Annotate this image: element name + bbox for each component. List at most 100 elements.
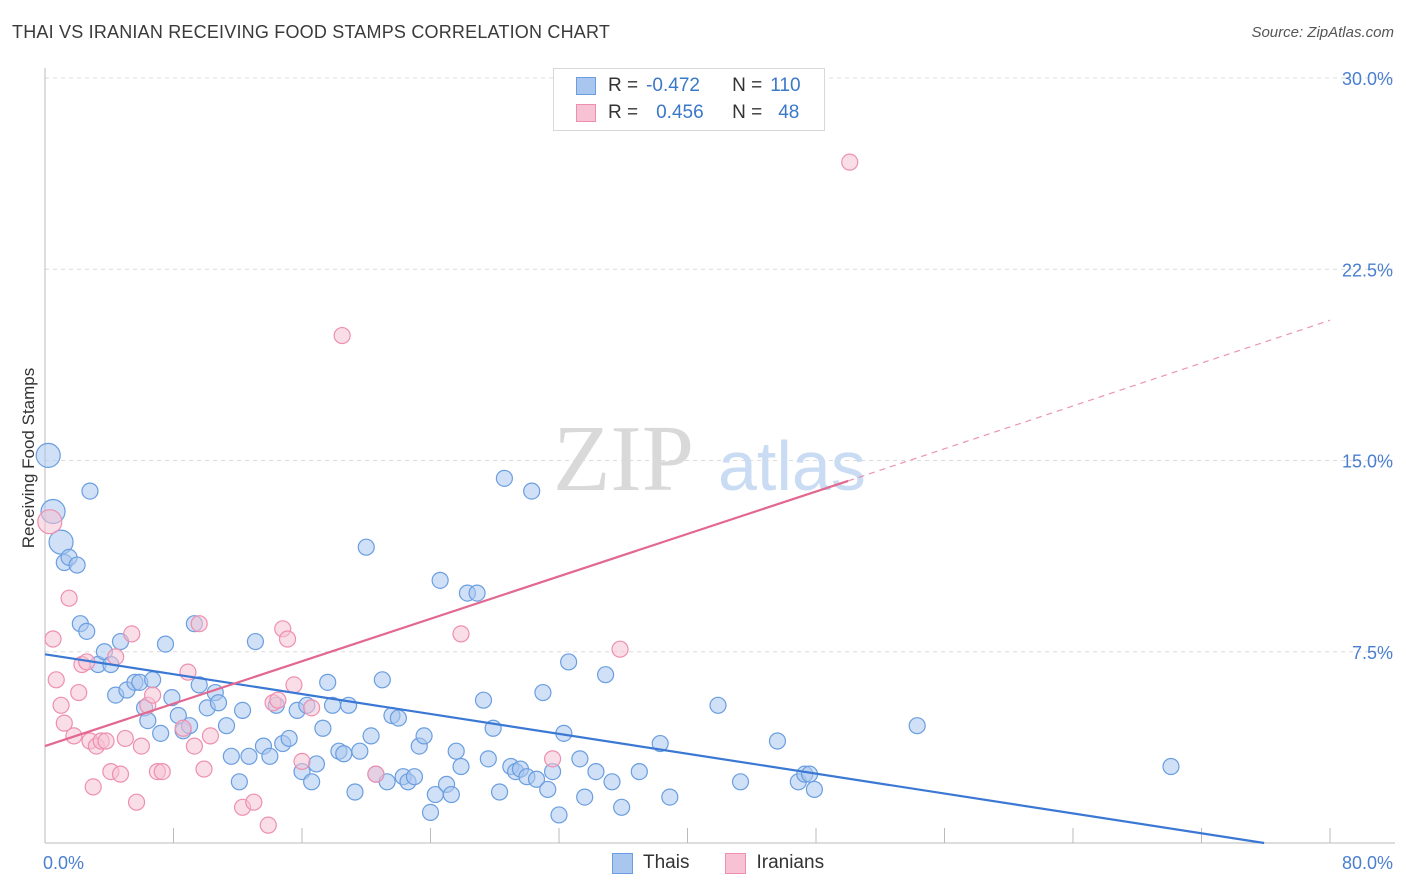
- thai-point: [495, 469, 513, 487]
- thai-point: [314, 719, 332, 737]
- thai-point: [222, 747, 240, 765]
- thai-point: [661, 788, 679, 806]
- thai-point: [613, 798, 631, 816]
- legend-n-label: N =: [732, 75, 763, 96]
- legend-r-label: R =: [608, 102, 639, 123]
- iranian-point: [611, 640, 629, 658]
- thai-point: [351, 742, 369, 760]
- thai-point: [447, 742, 465, 760]
- legend-n-label: N =: [732, 102, 763, 123]
- thai-point: [233, 701, 252, 720]
- legend-r-label: R =: [608, 75, 639, 96]
- y-axis-label: Receiving Food Stamps: [19, 368, 38, 548]
- iranian-point: [52, 696, 70, 714]
- iranian-point: [44, 630, 62, 648]
- thai-point: [452, 757, 470, 776]
- iranian-point: [174, 719, 192, 737]
- thai-point: [81, 482, 99, 500]
- iranian-point: [195, 760, 213, 778]
- source-label: Source: ZipAtlas.com: [1251, 24, 1394, 41]
- thai-point: [596, 666, 615, 684]
- legend-row-thai: R = -0.472 N = 110: [576, 74, 801, 98]
- thai-point: [908, 717, 926, 735]
- gridlines: [45, 77, 1395, 653]
- thai-point: [415, 727, 433, 745]
- thai-point: [240, 747, 258, 765]
- bottom-legend: Thais Iranians: [612, 852, 860, 874]
- thai-point: [550, 806, 568, 824]
- thai-point: [35, 442, 61, 468]
- iranian-point: [127, 793, 146, 811]
- iranian-point: [97, 732, 115, 750]
- iranian-point: [543, 750, 562, 768]
- iranian-point: [333, 326, 351, 345]
- thai-point: [68, 556, 86, 574]
- iranian-point: [269, 691, 287, 709]
- thai-point: [209, 694, 228, 712]
- thai-point: [246, 632, 265, 651]
- iranian-point: [123, 625, 141, 643]
- bottom-legend-iranians-label: Iranians: [756, 852, 825, 873]
- iranian-swatch: [576, 104, 596, 122]
- iranian-point: [245, 793, 263, 811]
- legend-row-iranian: R = 0.456 N = 48: [576, 101, 799, 125]
- thai-point: [48, 529, 74, 555]
- iranian-point: [132, 737, 150, 755]
- thai-point: [571, 750, 589, 768]
- iranian-point: [47, 671, 65, 689]
- legend-r-value: -0.472: [646, 75, 700, 96]
- iranian-point: [285, 676, 303, 694]
- iranian-point: [111, 765, 130, 783]
- iranian-point: [259, 816, 277, 834]
- chart-title: THAI VS IRANIAN RECEIVING FOOD STAMPS CO…: [12, 22, 611, 42]
- legend-r-value: 0.456: [656, 102, 704, 123]
- iranian-point: [293, 752, 311, 771]
- thai-point: [587, 762, 605, 781]
- thai-point: [261, 747, 279, 765]
- legend-n-value: 110: [770, 75, 801, 96]
- iranian-point: [55, 714, 73, 732]
- thai-point: [1162, 757, 1180, 776]
- trend-lines: [44, 319, 1331, 845]
- iranian-point: [201, 727, 220, 745]
- iranian-point: [153, 762, 171, 781]
- thai-point: [527, 770, 546, 788]
- thai-trend-line: [44, 653, 1265, 845]
- tick-labels: 7.5% 15.0% 22.5% 30.0% 0.0% 80.0%: [43, 69, 1393, 873]
- thai-point: [474, 691, 493, 709]
- y-tick-label: 30.0%: [1342, 69, 1393, 89]
- thai-point: [389, 709, 407, 727]
- watermark-atlas: atlas: [718, 427, 866, 505]
- thai-point: [303, 773, 321, 791]
- thai-point: [217, 717, 236, 735]
- thai-point: [307, 755, 326, 773]
- iranian-point: [70, 683, 88, 702]
- thai-point: [421, 803, 440, 822]
- y-tick-label: 7.5%: [1352, 643, 1393, 663]
- y-tick-label: 22.5%: [1342, 260, 1393, 280]
- thai-point: [280, 729, 298, 748]
- thai-point: [539, 780, 557, 799]
- iranian-point: [116, 729, 134, 748]
- thai-point: [373, 671, 391, 689]
- iranian-point: [60, 589, 78, 607]
- iranian-point: [185, 737, 203, 755]
- thai-point: [319, 673, 337, 691]
- thai-point: [431, 571, 449, 589]
- thai-point: [163, 689, 181, 707]
- thai-point: [78, 622, 96, 640]
- iranian-point: [107, 648, 125, 666]
- bottom-legend-iranians: Iranians: [725, 852, 824, 874]
- iranian-point: [278, 630, 297, 648]
- thai-point: [479, 750, 497, 768]
- thai-point: [362, 727, 380, 745]
- iranian-trend-extension: [847, 319, 1331, 482]
- thai-point: [230, 773, 248, 791]
- thai-point: [156, 635, 175, 653]
- thai-point: [651, 734, 669, 753]
- thai-point: [731, 773, 750, 791]
- thai-point: [709, 696, 727, 714]
- thai-point: [335, 745, 353, 763]
- iranian-point: [37, 509, 63, 535]
- x-tick-label: 0.0%: [43, 853, 84, 873]
